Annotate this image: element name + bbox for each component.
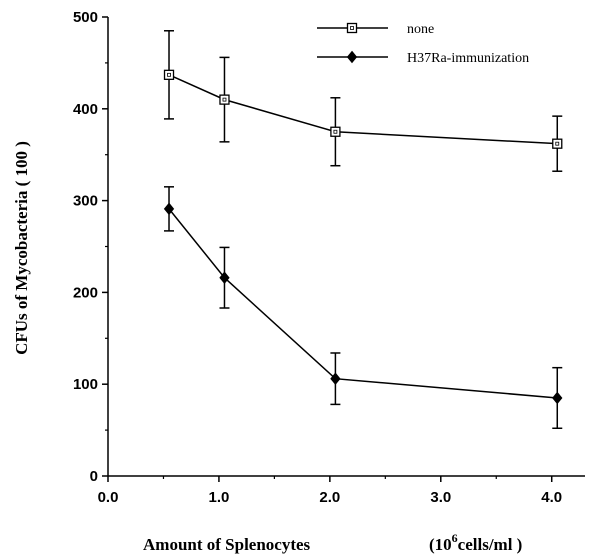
legend-marker [346,22,358,34]
series-h37ra-immunization [163,186,563,430]
x-tick-label: 2.0 [319,489,340,506]
x-tick-label: 0.0 [98,489,119,506]
data-point-inner [167,72,171,77]
x-axis-unit-prefix: (10 [429,535,452,554]
plot-area [163,30,563,430]
legend-label: H37Ra-immunization [407,51,529,66]
series-none [163,30,563,172]
legend-marker-inner [350,26,354,30]
y-axis-title: CFUs of Mycobacteria ( 100 ) [12,141,31,355]
series-line [168,208,558,399]
legend-marker [346,50,358,64]
y-ticks: 0 100 200 300 400 500 [73,9,108,485]
data-point-inner [555,141,560,146]
data-point [330,372,341,385]
data-point [330,126,341,137]
x-tick-label: 4.0 [541,489,562,506]
data-point [163,202,175,216]
series-line [168,74,558,145]
data-point-inner [333,129,338,134]
x-axis-title: Amount of Splenocytes [143,535,311,554]
y-tick-label: 300 [73,193,98,210]
data-point [219,271,230,285]
y-tick-label: 400 [73,101,98,118]
legend-label: none [407,22,434,37]
axes: 0 100 200 300 400 500 0.0 1.0 2.0 3.0 4.0 [73,9,585,506]
data-point [163,69,175,80]
x-axis-unit: (106cells/ml ) [429,531,522,554]
x-tick-label: 3.0 [430,489,451,506]
data-point [552,138,563,149]
y-tick-label: 0 [90,468,98,485]
data-point [219,94,230,105]
legend: none H37Ra-immunization [317,22,529,66]
y-tick-label: 100 [73,376,98,393]
data-point [552,391,563,405]
y-tick-label: 500 [73,9,98,26]
x-ticks: 0.0 1.0 2.0 3.0 4.0 [98,476,562,506]
y-tick-label: 200 [73,284,98,301]
data-point-inner [222,97,227,102]
x-axis-unit-exponent: 6 [452,531,458,545]
x-tick-label: 1.0 [209,489,230,506]
x-axis-unit-suffix: cells/ml ) [458,535,523,554]
